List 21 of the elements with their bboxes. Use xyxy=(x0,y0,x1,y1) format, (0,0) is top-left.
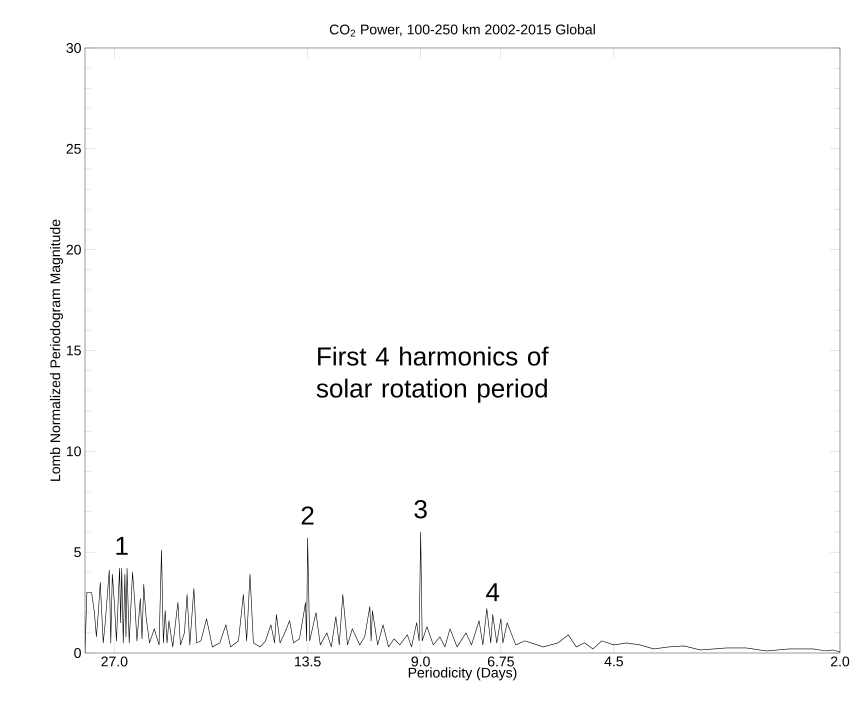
x-axis-title: Periodicity (Days) xyxy=(408,667,516,680)
x-tick-label: 9.0 xyxy=(412,656,430,666)
x-tick-label: 13.5 xyxy=(295,656,321,666)
annotation: 1 xyxy=(116,536,128,555)
y-tick-label: 5 xyxy=(74,547,81,558)
y-tick-label: 15 xyxy=(66,346,81,356)
annotation: 4 xyxy=(486,583,500,602)
y-tick-label: 20 xyxy=(66,244,81,255)
y-axis-title: Lomb Normalized Periodogram Magnitude xyxy=(50,220,64,481)
annotation: 3 xyxy=(414,500,427,518)
y-tick-label: 0 xyxy=(74,648,81,658)
chart-title: CO$_{2}$ Power, 100-250 km 2002-2015 Global xyxy=(330,24,595,36)
x-tick-label: 2.0 xyxy=(830,656,850,666)
annotation: 2 xyxy=(302,506,314,525)
annotation: First 4 harmonics of solar rotation period xyxy=(316,346,549,403)
y-tick-label: 25 xyxy=(66,144,81,154)
x-tick-label: 27.0 xyxy=(101,656,128,666)
x-tick-label: 4.5 xyxy=(604,656,624,666)
x-tick-label: 6.75 xyxy=(488,656,514,666)
y-tick-label: 30 xyxy=(66,43,81,53)
y-tick-label: 10 xyxy=(66,446,81,456)
